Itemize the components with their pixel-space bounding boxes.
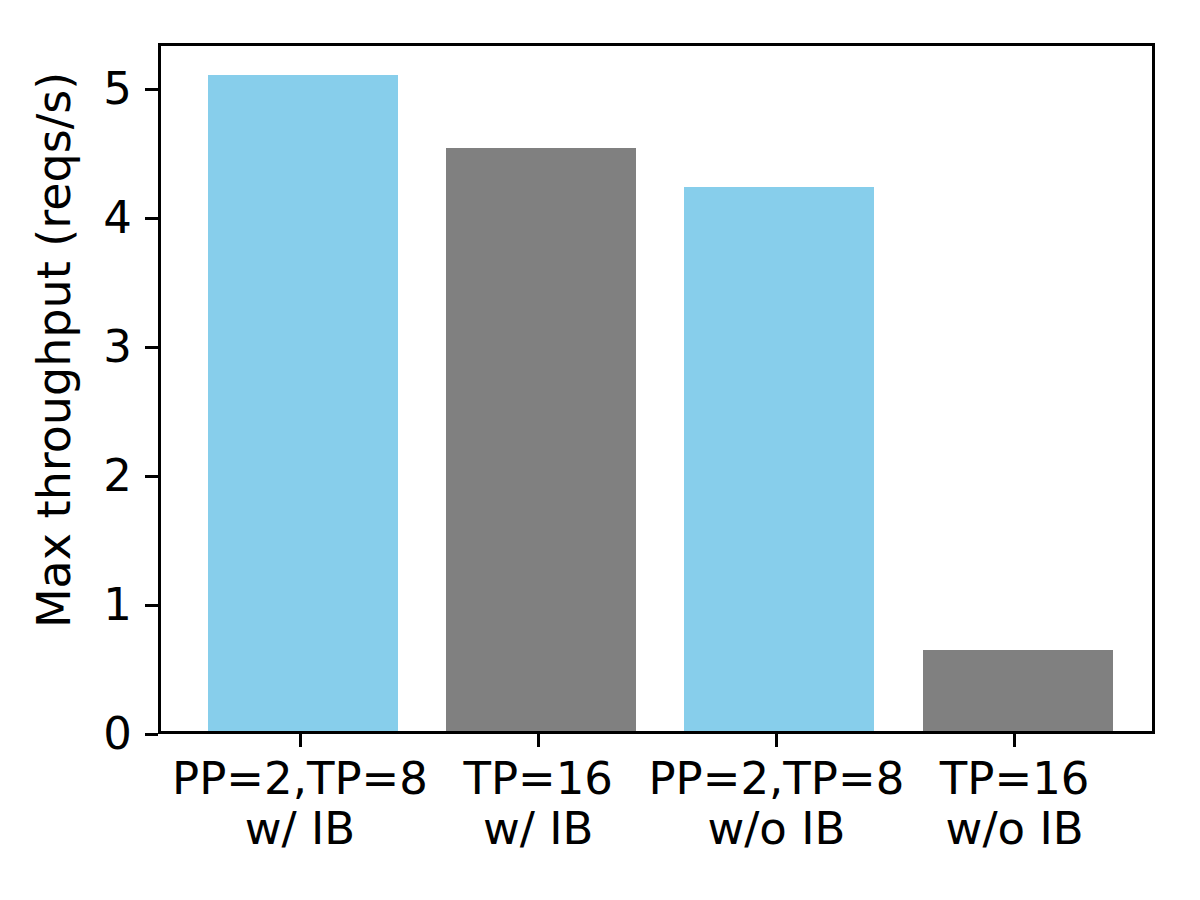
x-tick-label-3: TP=16 w/o IB (865, 754, 1165, 854)
bar-2 (684, 187, 874, 731)
y-tick-label-0: 0 (0, 708, 132, 760)
y-tick-mark-4 (145, 217, 158, 220)
y-tick-mark-0 (145, 733, 158, 736)
y-tick-label-1: 1 (0, 579, 132, 631)
y-tick-label-4: 4 (0, 192, 132, 244)
x-tick-mark-2 (775, 734, 778, 747)
y-tick-mark-5 (145, 88, 158, 91)
y-tick-mark-3 (145, 346, 158, 349)
y-tick-mark-1 (145, 604, 158, 607)
y-tick-label-2: 2 (0, 450, 132, 502)
x-tick-mark-3 (1013, 734, 1016, 747)
y-tick-label-3: 3 (0, 321, 132, 373)
plot-area (158, 43, 1155, 734)
x-tick-mark-0 (299, 734, 302, 747)
bar-0 (208, 75, 398, 731)
x-tick-mark-1 (537, 734, 540, 747)
y-tick-label-5: 5 (0, 63, 132, 115)
bar-chart-figure: Max throughput (reqs/s) 012345PP=2,TP=8 … (0, 0, 1200, 900)
y-tick-mark-2 (145, 475, 158, 478)
bar-1 (446, 148, 636, 731)
bar-3 (923, 650, 1113, 731)
